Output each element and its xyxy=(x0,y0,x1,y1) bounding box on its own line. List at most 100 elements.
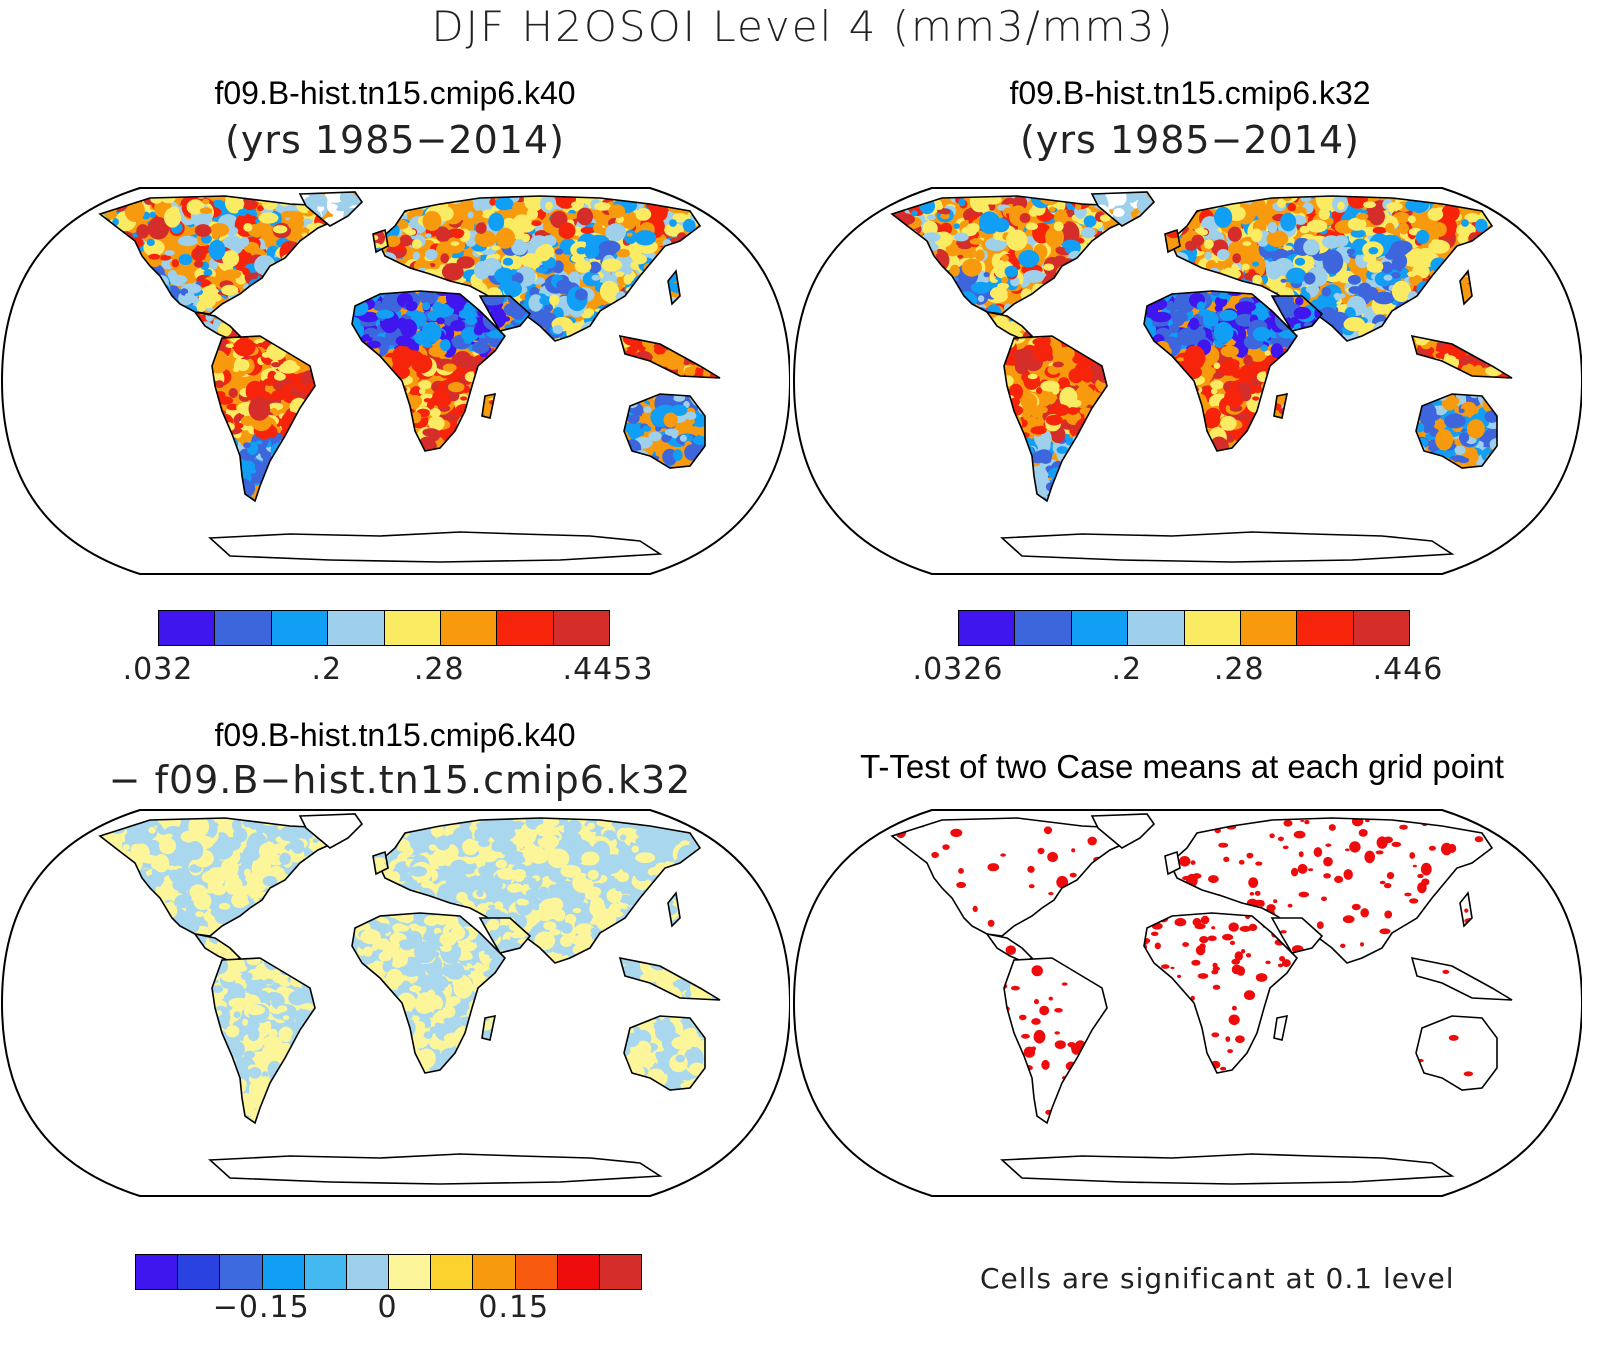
field-cell xyxy=(234,422,244,429)
field-cell xyxy=(1294,257,1306,266)
field-cell xyxy=(1220,345,1239,358)
field-cell xyxy=(1318,208,1330,220)
field-cell xyxy=(159,254,171,261)
field-cell xyxy=(576,247,587,255)
field-cell xyxy=(1461,219,1469,227)
field-cell xyxy=(177,235,198,247)
seasia-coastline xyxy=(618,334,721,379)
field-cell xyxy=(1415,229,1430,245)
field-cell xyxy=(958,198,966,207)
field-cell xyxy=(642,425,652,432)
field-cell xyxy=(422,210,442,231)
field-cell xyxy=(458,311,472,319)
field-cell xyxy=(585,236,599,251)
field-cell xyxy=(528,294,544,312)
field-cell xyxy=(274,372,286,381)
field-cell xyxy=(661,434,671,443)
field-cell xyxy=(368,331,375,338)
field-cell xyxy=(432,301,444,314)
field-cell xyxy=(635,208,652,221)
field-cell xyxy=(977,295,985,303)
field-cell xyxy=(580,226,595,234)
field-cell xyxy=(1268,210,1276,217)
field-cell xyxy=(1350,229,1366,238)
field-cell xyxy=(221,284,239,296)
field-cell xyxy=(601,258,623,272)
field-cell xyxy=(1427,208,1444,221)
field-cell xyxy=(1330,259,1339,269)
field-cell xyxy=(1080,367,1094,383)
field-cell xyxy=(448,389,460,402)
field-cell xyxy=(911,210,918,217)
field-cell xyxy=(1385,222,1395,234)
field-cell xyxy=(953,223,960,229)
world-map-svg xyxy=(0,187,792,575)
field-cell xyxy=(282,360,298,372)
field-cell xyxy=(1032,341,1053,362)
field-cell xyxy=(570,254,585,263)
field-cell xyxy=(476,210,484,217)
field-cell xyxy=(233,338,256,357)
field-cell xyxy=(417,436,437,451)
field-cell xyxy=(1211,388,1218,395)
field-cell xyxy=(1203,239,1214,249)
field-cell xyxy=(1248,269,1256,275)
field-cell xyxy=(1392,252,1408,270)
field-cell xyxy=(539,295,553,306)
field-cell xyxy=(233,367,240,372)
field-cell xyxy=(1227,226,1242,242)
field-cell xyxy=(679,434,688,442)
field-cell xyxy=(488,212,505,232)
field-cell xyxy=(248,468,257,474)
field-cell xyxy=(460,396,468,401)
field-cell xyxy=(413,330,432,345)
field-cell xyxy=(1303,272,1316,285)
field-cell xyxy=(1232,253,1242,264)
field-cell xyxy=(1150,311,1172,323)
field-cell xyxy=(1243,354,1253,366)
field-cell xyxy=(441,263,464,281)
field-cell xyxy=(1333,235,1349,247)
field-cell xyxy=(1303,239,1320,256)
field-cell xyxy=(654,345,666,355)
field-cell xyxy=(605,223,627,242)
field-cell xyxy=(503,303,517,316)
field-cell xyxy=(456,256,475,269)
field-cell xyxy=(418,380,432,390)
field-cell xyxy=(1252,261,1260,267)
field-cell xyxy=(615,271,625,277)
field-cell xyxy=(1280,212,1297,232)
field-cell xyxy=(273,225,288,234)
field-cell xyxy=(983,272,990,278)
panel-tl-title: f09.B-hist.tn15.cmip6.k40 xyxy=(214,75,576,111)
field-cell xyxy=(1242,241,1252,246)
field-cell xyxy=(683,218,696,233)
field-cell xyxy=(287,216,304,231)
field-cell xyxy=(1027,373,1038,380)
field-cell xyxy=(258,212,279,224)
field-cell xyxy=(251,382,265,397)
field-cell xyxy=(596,542,604,548)
field-cell xyxy=(926,214,936,221)
field-cell xyxy=(419,388,426,395)
field-cell xyxy=(213,320,221,328)
field-cell xyxy=(425,233,432,238)
field-cell xyxy=(450,241,460,246)
field-cell xyxy=(549,294,560,306)
field-cell xyxy=(577,210,592,223)
field-cell xyxy=(405,300,418,312)
field-cell xyxy=(503,280,522,298)
field-cell xyxy=(428,532,447,543)
field-cell xyxy=(267,370,278,383)
field-cell xyxy=(494,267,515,284)
field-cell xyxy=(616,248,631,258)
field-cell xyxy=(418,544,434,558)
field-cell xyxy=(452,228,464,239)
field-cell xyxy=(267,426,278,438)
field-cell xyxy=(1043,263,1055,271)
field-cell xyxy=(339,192,355,205)
field-cell xyxy=(1204,251,1212,260)
map-tl xyxy=(0,186,792,581)
field-cell xyxy=(1293,306,1312,320)
field-cell xyxy=(1049,206,1056,213)
